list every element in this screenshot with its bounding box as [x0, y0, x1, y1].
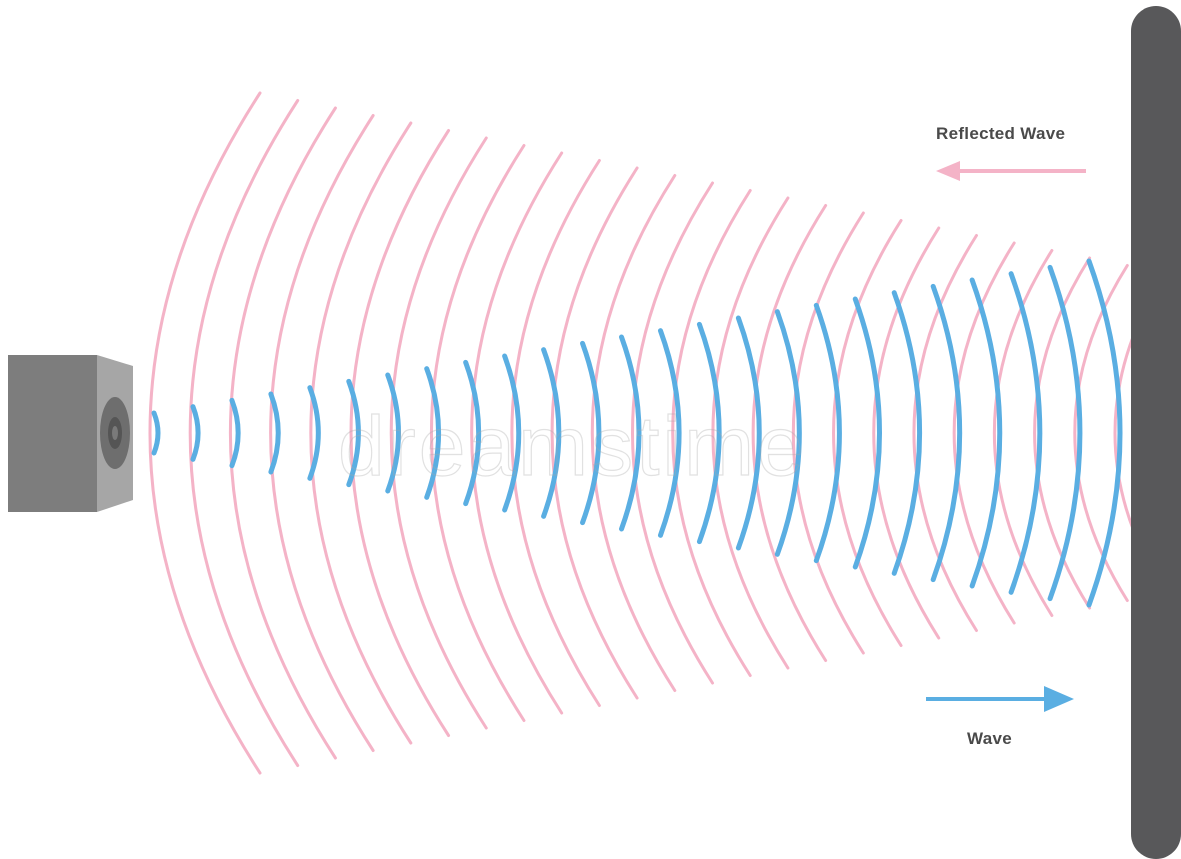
incident-wavefront — [1086, 258, 1123, 608]
incident-wavefront — [229, 397, 241, 469]
incident-wavefront — [424, 366, 442, 500]
reflected-wavefront — [510, 159, 601, 707]
incident-wavefront — [774, 309, 802, 557]
reflected-wavefront — [631, 181, 714, 685]
speaker-icon — [8, 355, 133, 512]
incident-wavefront — [1047, 264, 1083, 602]
reflected-wavefront — [188, 99, 300, 767]
reflected-wavefront — [711, 196, 790, 670]
incident-wavefront — [385, 372, 401, 494]
reflecting-wall — [1131, 6, 1181, 859]
incident-wavefront — [307, 385, 321, 481]
reflected-wavefront — [269, 114, 375, 752]
incident-wavefront — [813, 302, 842, 564]
incident-wavefront — [969, 277, 1003, 589]
reflected-wavefront — [590, 174, 677, 692]
reflected-wavefront — [148, 91, 262, 775]
reflected-wavefront — [349, 129, 451, 737]
reflected-wavefront — [993, 249, 1054, 617]
reflected-wavefront — [470, 151, 564, 715]
incident-wavefront — [657, 328, 682, 538]
arrow-left-icon — [936, 161, 1086, 181]
incident-wavefront — [891, 290, 923, 576]
incident-waves — [151, 258, 1123, 608]
incident-wavefront — [852, 296, 882, 570]
incident-wavefront — [735, 315, 762, 551]
speaker-front — [8, 355, 97, 512]
incident-wavefront — [463, 359, 482, 507]
incident-wavefront — [930, 283, 963, 583]
incident-wavefront — [190, 404, 201, 462]
incident-wavefront — [696, 321, 722, 545]
reflected-wavefront — [309, 121, 413, 745]
reflected-wavefront — [228, 106, 337, 760]
reflected-wavefront — [952, 241, 1016, 625]
incident-wavefront — [151, 410, 161, 456]
reflected-wavefront — [832, 219, 903, 647]
speaker-dust-cap — [112, 426, 118, 440]
reflected-waves — [148, 91, 1167, 775]
incident-wavefront — [619, 334, 642, 532]
reflected-wavefront — [550, 166, 639, 700]
reflected-wavefront — [912, 234, 978, 632]
reflected-wavefront — [872, 226, 941, 640]
arrow-right-icon — [926, 686, 1074, 712]
incident-wavefront — [541, 347, 562, 519]
incident-wavefront — [1008, 271, 1043, 595]
reflected-wavefront — [389, 136, 488, 730]
reflected-wavefront — [791, 211, 865, 655]
incident-wavefront — [502, 353, 522, 513]
reflected-wave-label: Reflected Wave — [936, 124, 1066, 143]
wave-label: Wave — [967, 729, 1012, 748]
reflected-wavefront — [751, 204, 828, 662]
incident-wavefront — [346, 378, 361, 488]
reflected-wavefront — [671, 189, 752, 677]
incident-wavefront — [268, 391, 281, 475]
incident-wavefront — [580, 340, 602, 526]
reflected-wavefront — [429, 144, 526, 722]
